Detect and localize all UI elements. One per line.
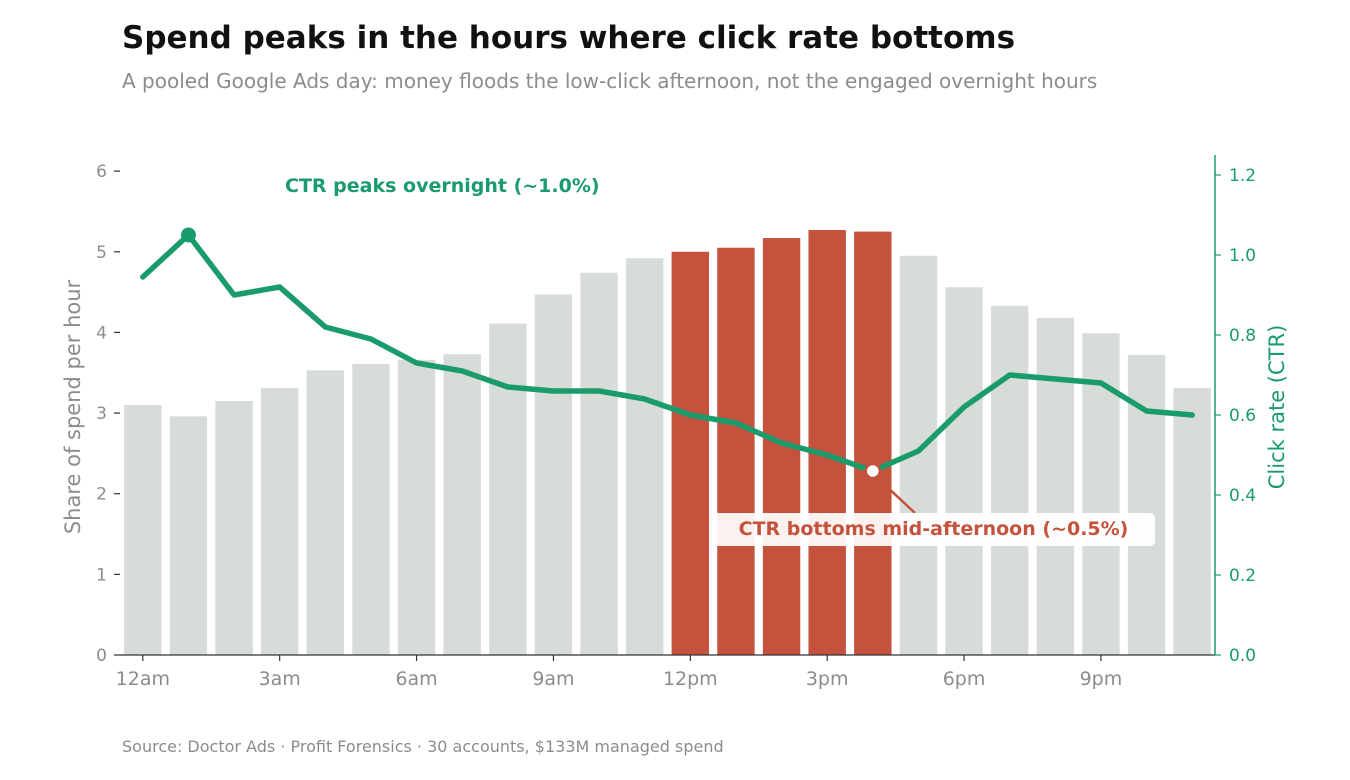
bar-8am xyxy=(489,323,527,655)
peak-marker xyxy=(180,227,196,243)
x-tick-label: 12am xyxy=(116,668,170,690)
y-right-tick-label: 1.2 xyxy=(1229,166,1256,186)
y-tick-label: 0 xyxy=(96,646,107,666)
bar-10am xyxy=(580,272,618,655)
peak-annotation-label: CTR peaks overnight (~1.0%) xyxy=(285,175,600,197)
bar-6am xyxy=(397,359,436,655)
y-right-tick-label: 0.8 xyxy=(1229,326,1256,346)
ctr-line xyxy=(140,232,1195,474)
y-tick-label: 2 xyxy=(96,485,107,505)
y-right-tick-label: 1.0 xyxy=(1229,246,1256,266)
bar-1am xyxy=(169,416,208,655)
bar-7am xyxy=(443,354,481,655)
x-tick-label: 12pm xyxy=(663,668,718,690)
bar-9am xyxy=(534,294,573,655)
axes: 0 1 2 3 4 5 6 0.0 0.2 0.4 0.6 0.8 1.0 1.2 12am 3am 6am 9a… xyxy=(61,155,1289,690)
trough-label-box xyxy=(712,513,1155,546)
bar-8pm xyxy=(1036,317,1075,655)
bar-9pm xyxy=(1082,333,1120,655)
y-right-axis-label: Click rate (CTR) xyxy=(1265,325,1289,490)
x-tick-label: 3am xyxy=(259,668,301,690)
bar-5am xyxy=(352,363,390,655)
bar-4pm xyxy=(854,231,892,656)
bar-3pm xyxy=(808,230,846,655)
x-tick-label: 9am xyxy=(532,668,574,690)
bar-12am xyxy=(124,405,162,655)
y-tick-label: 4 xyxy=(96,323,107,343)
x-tick-label: 6am xyxy=(395,668,437,690)
annotations: CTR peaks overnight (~1.0%) CTR bottoms m… xyxy=(180,175,1155,546)
trough-marker xyxy=(864,462,882,480)
y-tick-label: 6 xyxy=(96,162,107,182)
y-tick-label: 1 xyxy=(96,565,107,585)
source-note: Source: Doctor Ads · Profit Forensics · … xyxy=(122,737,724,756)
x-tick-label: 9pm xyxy=(1080,668,1123,690)
ctr-line-series xyxy=(140,232,1195,474)
bar-3am xyxy=(260,388,299,655)
bar-2am xyxy=(215,400,253,655)
y-tick-label: 3 xyxy=(96,404,107,424)
y-right-tick-label: 0.6 xyxy=(1229,406,1256,426)
y-tick-label: 5 xyxy=(96,243,107,263)
bar-4am xyxy=(306,370,345,655)
y-right-tick-label: 0.4 xyxy=(1229,486,1256,506)
bar-12pm xyxy=(671,251,710,655)
chart-subtitle: A pooled Google Ads day: money floods th… xyxy=(122,69,1098,93)
bar-11pm xyxy=(1173,388,1211,655)
bar-7pm xyxy=(990,305,1029,655)
bar-1pm xyxy=(717,247,755,656)
bar-11am xyxy=(625,258,664,655)
x-tick-label: 3pm xyxy=(806,668,849,690)
trough-annotation-label: CTR bottoms mid-afternoon (~0.5%) xyxy=(739,518,1129,540)
bar-6pm xyxy=(945,287,983,655)
y-axis-label: Share of spend per hour xyxy=(61,279,85,534)
y-right-tick-label: 0.0 xyxy=(1229,646,1256,666)
y-right-tick-label: 0.2 xyxy=(1229,566,1256,586)
chart-title: Spend peaks in the hours where click rat… xyxy=(122,20,1016,56)
trough-connector xyxy=(881,482,916,514)
x-tick-label: 6pm xyxy=(943,668,986,690)
